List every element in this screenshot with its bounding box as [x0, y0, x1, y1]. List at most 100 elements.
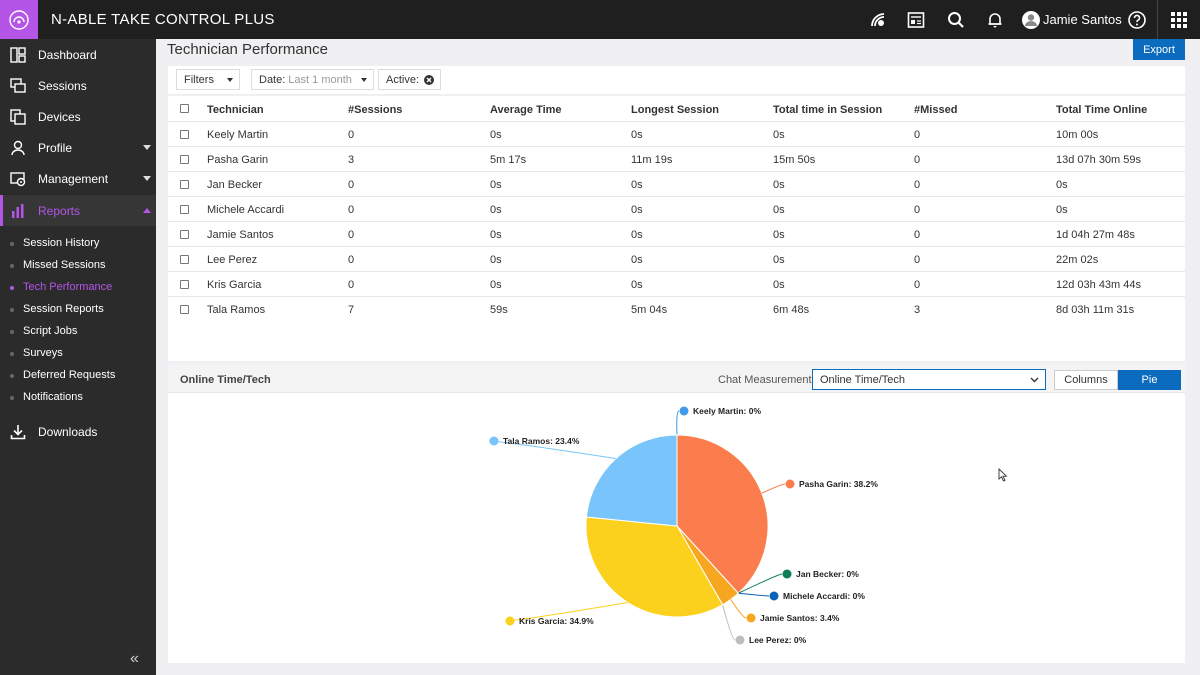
- app-title: N-ABLE TAKE CONTROL PLUS: [51, 11, 275, 28]
- table-cell: 12d 03h 43m 44s: [1056, 279, 1142, 291]
- user-name[interactable]: Jamie Santos: [1043, 12, 1122, 27]
- collapse-sidebar-icon[interactable]: «: [130, 650, 139, 667]
- pie-slice[interactable]: [676, 434, 769, 594]
- sidebar-sub-tech-performance[interactable]: Tech Performance: [23, 281, 113, 293]
- columns-toggle-button[interactable]: Columns: [1054, 370, 1118, 390]
- sidebar-item-label: Dashboard: [38, 47, 97, 62]
- sidebar-item-label: Devices: [38, 109, 81, 124]
- mouse-cursor-icon: [998, 467, 1008, 487]
- table-cell: Tala Ramos: [207, 304, 266, 316]
- table-row[interactable]: Jan Becker 0 0s 0s 0s 0 0s: [168, 172, 1185, 197]
- chart-panel-title: Online Time/Tech: [180, 374, 271, 386]
- divider: [168, 296, 1185, 297]
- column-header[interactable]: #Missed: [914, 104, 958, 116]
- sidebar-sub-deferred-requests[interactable]: Deferred Requests: [23, 369, 116, 381]
- pie-legend-dot: [679, 406, 689, 416]
- sidebar-sub-session-history[interactable]: Session History: [23, 237, 100, 249]
- measure-select[interactable]: Online Time/Tech: [812, 369, 1046, 390]
- table-cell: 5m 04s: [631, 304, 668, 316]
- search-icon[interactable]: [944, 8, 968, 32]
- table-cell: 0: [348, 279, 355, 291]
- row-checkbox[interactable]: [180, 230, 189, 239]
- sidebar-sub-surveys[interactable]: Surveys: [23, 347, 63, 359]
- sidebar-item-profile[interactable]: Profile: [0, 132, 156, 163]
- active-filter-chip[interactable]: Active:: [378, 69, 441, 90]
- download-icon: [9, 423, 27, 441]
- table-row[interactable]: Tala Ramos 7 59s 5m 04s 6m 48s 3 8d 03h 11m 31…: [168, 297, 1185, 322]
- connect-icon[interactable]: [866, 8, 890, 32]
- sidebar-item-label: Downloads: [38, 424, 98, 439]
- bell-icon[interactable]: [983, 8, 1007, 32]
- sidebar-item-downloads[interactable]: Downloads: [0, 416, 156, 447]
- table-row[interactable]: Jamie Santos 0 0s 0s 0s 0 1d 04h 27m 48s: [168, 222, 1185, 247]
- row-checkbox[interactable]: [180, 205, 189, 214]
- sidebar-item-devices[interactable]: Devices: [0, 101, 156, 132]
- table-cell: 0s: [490, 129, 502, 141]
- apps-grid-icon[interactable]: [1157, 0, 1200, 39]
- sidebar-item-management[interactable]: Management: [0, 163, 156, 194]
- help-icon[interactable]: [1125, 8, 1149, 32]
- table-cell: 0: [914, 129, 921, 141]
- chart-panel-header: Online Time/Tech Chat Measurement Online…: [168, 365, 1185, 393]
- devices-icon: [9, 108, 27, 126]
- table-cell: 0s: [490, 279, 502, 291]
- chevron-down-icon: [227, 78, 233, 82]
- table-cell: 0: [914, 254, 921, 266]
- table-cell: 7: [348, 304, 355, 316]
- sidebar-sub-missed-sessions[interactable]: Missed Sessions: [23, 259, 106, 271]
- chart-panel: Online Time/Tech Chat Measurement Online…: [168, 365, 1185, 663]
- divider: [168, 246, 1185, 247]
- active-filter-label: Active:: [386, 73, 420, 86]
- sidebar-sub-script-jobs[interactable]: Script Jobs: [23, 325, 78, 337]
- table-row[interactable]: Kris Garcia 0 0s 0s 0s 0 12d 03h 43m 44s: [168, 272, 1185, 297]
- bullet-icon: [10, 352, 14, 356]
- table-cell: 0: [914, 179, 921, 191]
- table-row[interactable]: Lee Perez 0 0s 0s 0s 0 22m 02s: [168, 247, 1185, 272]
- pie-toggle-button[interactable]: Pie: [1118, 370, 1181, 390]
- export-button[interactable]: Export: [1133, 39, 1185, 60]
- table-cell: 6m 48s: [773, 304, 810, 316]
- table-cell: 0: [914, 279, 921, 291]
- pie-slice[interactable]: [585, 434, 678, 527]
- user-avatar-icon[interactable]: [1019, 8, 1043, 32]
- app-logo-icon[interactable]: [0, 0, 38, 39]
- date-filter-dropdown[interactable]: Date: Last 1 month: [251, 69, 374, 90]
- pie-legend-dot: [735, 635, 745, 645]
- bullet-icon: [10, 264, 14, 268]
- row-checkbox[interactable]: [180, 305, 189, 314]
- row-checkbox[interactable]: [180, 130, 189, 139]
- table-cell: 0s: [631, 229, 643, 241]
- row-checkbox[interactable]: [180, 155, 189, 164]
- table-row[interactable]: Michele Accardi 0 0s 0s 0s 0 0s: [168, 197, 1185, 222]
- table-cell: 0: [348, 129, 355, 141]
- sidebar-sub-notifications[interactable]: Notifications: [23, 391, 83, 403]
- table-row[interactable]: Pasha Garin 3 5m 17s 11m 19s 15m 50s 0 13d 07h…: [168, 147, 1185, 172]
- column-header[interactable]: Technician: [207, 104, 264, 116]
- bullet-icon: [10, 286, 14, 290]
- column-header[interactable]: Total Time Online: [1056, 104, 1148, 116]
- table-cell: 15m 50s: [773, 154, 816, 166]
- column-header[interactable]: Total time in Session: [773, 104, 883, 116]
- table-row[interactable]: Keely Martin 0 0s 0s 0s 0 10m 00s: [168, 122, 1185, 147]
- pie-connector-line: [730, 599, 747, 619]
- filters-dropdown[interactable]: Filters: [176, 69, 240, 90]
- report-card-icon[interactable]: [904, 8, 928, 32]
- table-cell: 0s: [1056, 204, 1068, 216]
- row-checkbox[interactable]: [180, 280, 189, 289]
- sidebar-item-label: Reports: [38, 203, 81, 218]
- column-header[interactable]: #Sessions: [348, 104, 403, 116]
- sidebar-item-sessions[interactable]: Sessions: [0, 70, 156, 101]
- table-cell: 0s: [631, 179, 643, 191]
- row-checkbox[interactable]: [180, 180, 189, 189]
- measure-select-value: Online Time/Tech: [820, 373, 905, 386]
- sidebar-item-reports[interactable]: Reports: [0, 195, 156, 226]
- column-header[interactable]: Average Time: [490, 104, 562, 116]
- select-all-checkbox[interactable]: [180, 104, 189, 113]
- row-checkbox[interactable]: [180, 255, 189, 264]
- column-header[interactable]: Longest Session: [631, 104, 720, 116]
- sidebar-item-dashboard[interactable]: Dashboard: [0, 39, 156, 70]
- clear-filter-icon[interactable]: [424, 75, 434, 88]
- pie-data-label: Jan Becker: 0%: [796, 569, 859, 579]
- sidebar-sub-session-reports[interactable]: Session Reports: [23, 303, 104, 315]
- pie-chart: Keely Martin: 0% Pasha Garin: 38.2% Jan Be…: [488, 406, 878, 645]
